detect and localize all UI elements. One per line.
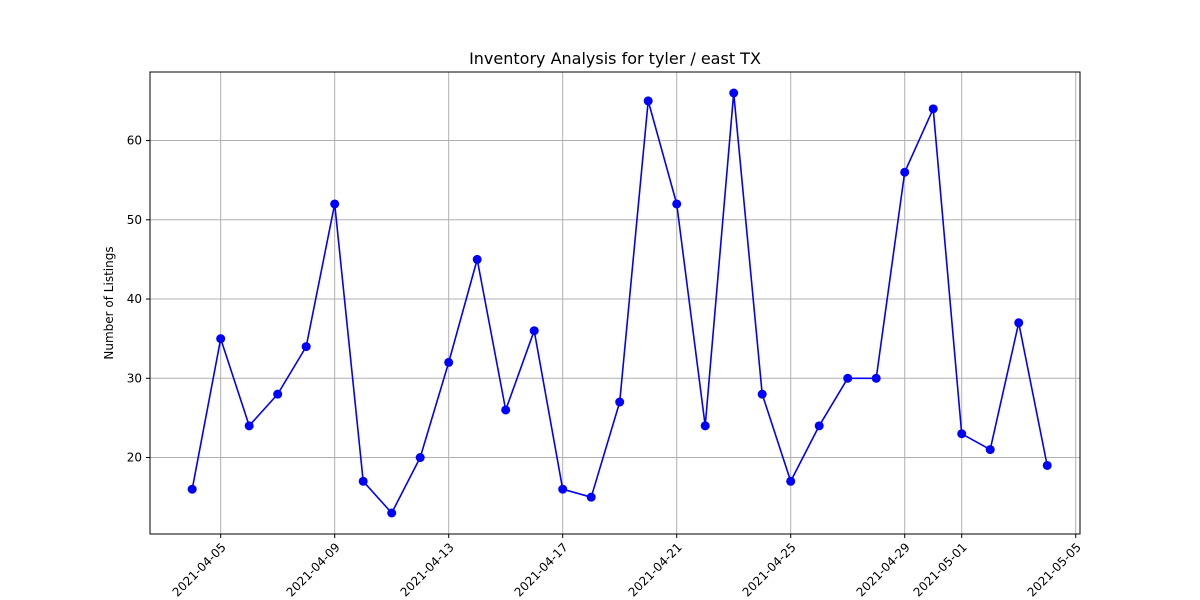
data-point bbox=[700, 421, 710, 431]
plot-frame bbox=[149, 71, 1081, 535]
data-point bbox=[928, 104, 938, 114]
x-tick-label: 2021-04-13 bbox=[398, 540, 457, 599]
data-point bbox=[444, 357, 454, 367]
y-tick-label: 20 bbox=[127, 451, 142, 465]
data-points bbox=[187, 88, 1052, 518]
data-point bbox=[1014, 318, 1024, 328]
data-point bbox=[558, 484, 568, 494]
data-point bbox=[985, 445, 995, 455]
data-point bbox=[501, 405, 511, 415]
data-point bbox=[301, 342, 311, 352]
data-point bbox=[615, 397, 625, 407]
series-line-layer bbox=[191, 92, 1048, 514]
x-axis-ticks: 2021-04-05 2021-04-09 2021-04-13 2021-04-17… bbox=[170, 534, 1084, 599]
data-point bbox=[643, 96, 653, 106]
data-point bbox=[415, 453, 425, 463]
data-point bbox=[358, 476, 368, 486]
data-point bbox=[786, 476, 796, 486]
x-tick-label: 2021-04-21 bbox=[626, 540, 685, 599]
data-point bbox=[529, 326, 539, 336]
data-point bbox=[843, 373, 853, 383]
y-axis-label: Number of Listings bbox=[102, 246, 116, 359]
data-point bbox=[1042, 460, 1052, 470]
series-line bbox=[191, 92, 1048, 514]
y-tick-label: 60 bbox=[127, 134, 142, 148]
data-point bbox=[871, 373, 881, 383]
data-point bbox=[900, 167, 910, 177]
x-tick-label: 2021-05-05 bbox=[1025, 540, 1084, 599]
data-point bbox=[273, 389, 283, 399]
x-tick-label: 2021-04-25 bbox=[740, 540, 799, 599]
x-tick-label: 2021-05-01 bbox=[911, 540, 970, 599]
x-tick-label: 2021-04-09 bbox=[284, 540, 343, 599]
y-tick-label: 40 bbox=[127, 292, 142, 306]
y-axis-ticks: 20 30 40 50 60 bbox=[127, 134, 150, 465]
data-point bbox=[729, 88, 739, 98]
x-tick-label: 2021-04-17 bbox=[512, 540, 571, 599]
data-point bbox=[757, 389, 767, 399]
data-point bbox=[672, 199, 682, 209]
y-tick-label: 50 bbox=[127, 213, 142, 227]
data-point bbox=[244, 421, 254, 431]
data-point bbox=[216, 334, 226, 344]
x-tick-label: 2021-04-05 bbox=[170, 540, 229, 599]
y-tick-label: 30 bbox=[127, 371, 142, 385]
x-tick-label: 2021-04-29 bbox=[854, 540, 913, 599]
chart-title: Inventory Analysis for tyler / east TX bbox=[469, 49, 761, 68]
data-point bbox=[187, 484, 197, 494]
data-point bbox=[387, 508, 397, 518]
data-point bbox=[586, 492, 596, 502]
gridlines bbox=[150, 72, 1080, 534]
data-point bbox=[814, 421, 824, 431]
data-point bbox=[330, 199, 340, 209]
data-point bbox=[957, 429, 967, 439]
data-point bbox=[472, 254, 482, 264]
